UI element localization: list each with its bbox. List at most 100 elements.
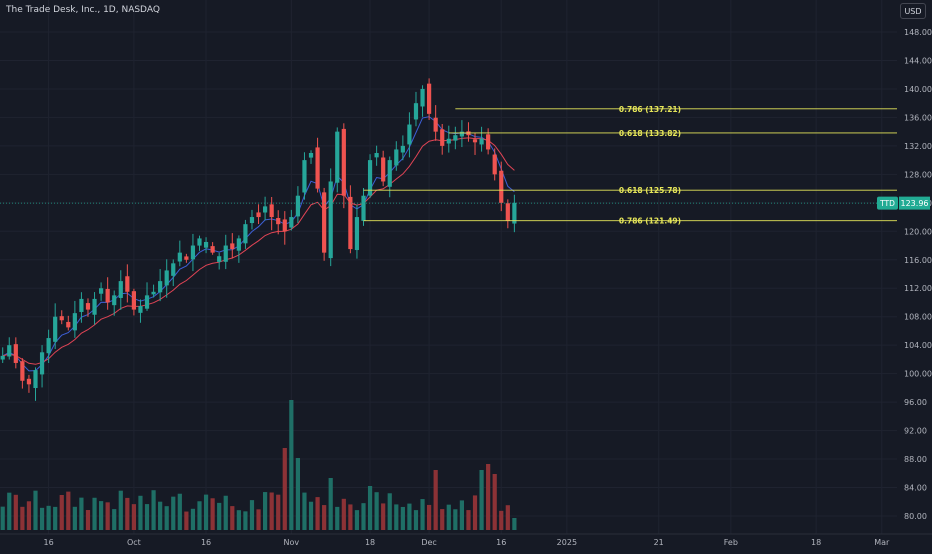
volume-bar bbox=[335, 506, 340, 530]
price-tick-label: 140.00 bbox=[904, 85, 932, 94]
candle-body bbox=[138, 306, 143, 313]
candle-body bbox=[413, 103, 419, 120]
volume-bar bbox=[256, 509, 261, 530]
time-tick-label: 16 bbox=[496, 538, 506, 547]
volume-bar bbox=[486, 464, 491, 530]
candle-body bbox=[354, 217, 360, 251]
candle-body bbox=[125, 276, 130, 292]
price-tick-label: 96.00 bbox=[904, 398, 927, 407]
volume-bar bbox=[302, 492, 307, 530]
volume-bar bbox=[479, 470, 484, 530]
candle-body bbox=[440, 129, 445, 146]
time-tick-label: Oct bbox=[127, 538, 141, 547]
price-tag-label: 123.96 bbox=[901, 199, 929, 208]
volume-bar bbox=[72, 506, 77, 530]
candle-body bbox=[479, 138, 484, 145]
candle-body bbox=[308, 153, 314, 158]
fibonacci-levels[interactable]: 0.786 (137.21) 0.618 (133.82) 0.618 (125.7… bbox=[363, 105, 898, 226]
symbol-tag-label: TTD bbox=[879, 199, 895, 208]
volume-bar bbox=[348, 504, 353, 530]
candle-body bbox=[427, 83, 432, 114]
volume-bar bbox=[249, 500, 255, 530]
candle-body bbox=[256, 212, 261, 218]
price-tick-label: 144.00 bbox=[904, 56, 932, 65]
candle-body bbox=[72, 313, 77, 331]
volume-bar bbox=[164, 506, 169, 530]
price-tick-label: 116.00 bbox=[904, 256, 932, 265]
candle-body bbox=[433, 117, 438, 132]
candle-body bbox=[223, 245, 228, 262]
volume-bar bbox=[26, 501, 32, 530]
candle-body bbox=[446, 138, 451, 144]
volume-bar bbox=[20, 506, 25, 530]
candle-body bbox=[387, 160, 392, 187]
candle-body bbox=[177, 252, 182, 262]
price-tick-label: 128.00 bbox=[904, 170, 932, 179]
volume-bar bbox=[407, 503, 412, 530]
price-tick-label: 80.00 bbox=[904, 512, 927, 521]
last-price-tag: TTD 123.96 bbox=[0, 196, 930, 210]
candle-body bbox=[46, 338, 51, 354]
candle-body bbox=[210, 246, 215, 253]
volume-bar bbox=[230, 506, 235, 530]
candle-body bbox=[164, 270, 169, 286]
time-tick-label: 18 bbox=[811, 538, 821, 547]
candle-body bbox=[335, 131, 340, 183]
candle-body bbox=[302, 160, 307, 193]
candle-body bbox=[144, 295, 150, 309]
candle-body bbox=[492, 154, 497, 175]
candle-body bbox=[85, 303, 91, 310]
volume-bar bbox=[39, 507, 45, 530]
volume-bar bbox=[210, 498, 215, 530]
price-tick-label: 112.00 bbox=[904, 284, 932, 293]
candle-body bbox=[99, 288, 104, 294]
currency-button[interactable]: USD bbox=[900, 3, 926, 19]
candle-body bbox=[158, 281, 163, 293]
candle-body bbox=[203, 241, 209, 248]
candle-body bbox=[341, 128, 346, 196]
volume-bar bbox=[433, 470, 438, 530]
volume-bar bbox=[440, 509, 445, 530]
candle-body bbox=[276, 218, 281, 225]
candle-body bbox=[53, 316, 58, 342]
volume-bar bbox=[46, 505, 51, 530]
candle-body bbox=[79, 298, 84, 312]
candle-body bbox=[59, 316, 64, 321]
volume-bar bbox=[492, 474, 497, 530]
candle-body bbox=[486, 134, 491, 150]
candle-body bbox=[7, 345, 12, 357]
candle-body bbox=[381, 157, 386, 182]
volume-bar bbox=[289, 400, 294, 530]
volume-bar bbox=[105, 502, 110, 530]
candle-body bbox=[184, 256, 189, 260]
candle-body bbox=[374, 153, 379, 158]
time-tick-label: 16 bbox=[44, 538, 54, 547]
volume-bar bbox=[420, 499, 425, 530]
price-tick-label: 120.00 bbox=[904, 227, 932, 236]
volume-bar bbox=[472, 495, 478, 530]
candle-body bbox=[459, 131, 464, 137]
candle-body bbox=[197, 238, 202, 246]
candle-body bbox=[499, 170, 504, 203]
price-tick-label: 88.00 bbox=[904, 455, 927, 464]
volume-bar bbox=[295, 458, 300, 530]
price-tick-label: 136.00 bbox=[904, 113, 932, 122]
candle-body bbox=[512, 202, 517, 224]
candle-body bbox=[361, 195, 366, 221]
volume-bar bbox=[387, 493, 392, 530]
volume-bar bbox=[33, 490, 38, 530]
volume-bar bbox=[394, 504, 399, 530]
volume-bar bbox=[505, 505, 510, 530]
fib-level-label: 0.786 (137.21) bbox=[619, 105, 681, 114]
candle-body bbox=[26, 378, 32, 385]
candle-body bbox=[33, 370, 38, 389]
time-axis[interactable]: 16Oct16Nov18Dec16202521Feb18Mar17 bbox=[44, 538, 932, 547]
fib-level-label: 0.618 (125.78) bbox=[619, 186, 681, 195]
volume-bar bbox=[190, 508, 196, 530]
candle-body bbox=[13, 344, 18, 363]
candle-body bbox=[472, 139, 478, 143]
volume-bar bbox=[374, 492, 379, 530]
candle-body bbox=[249, 217, 255, 224]
